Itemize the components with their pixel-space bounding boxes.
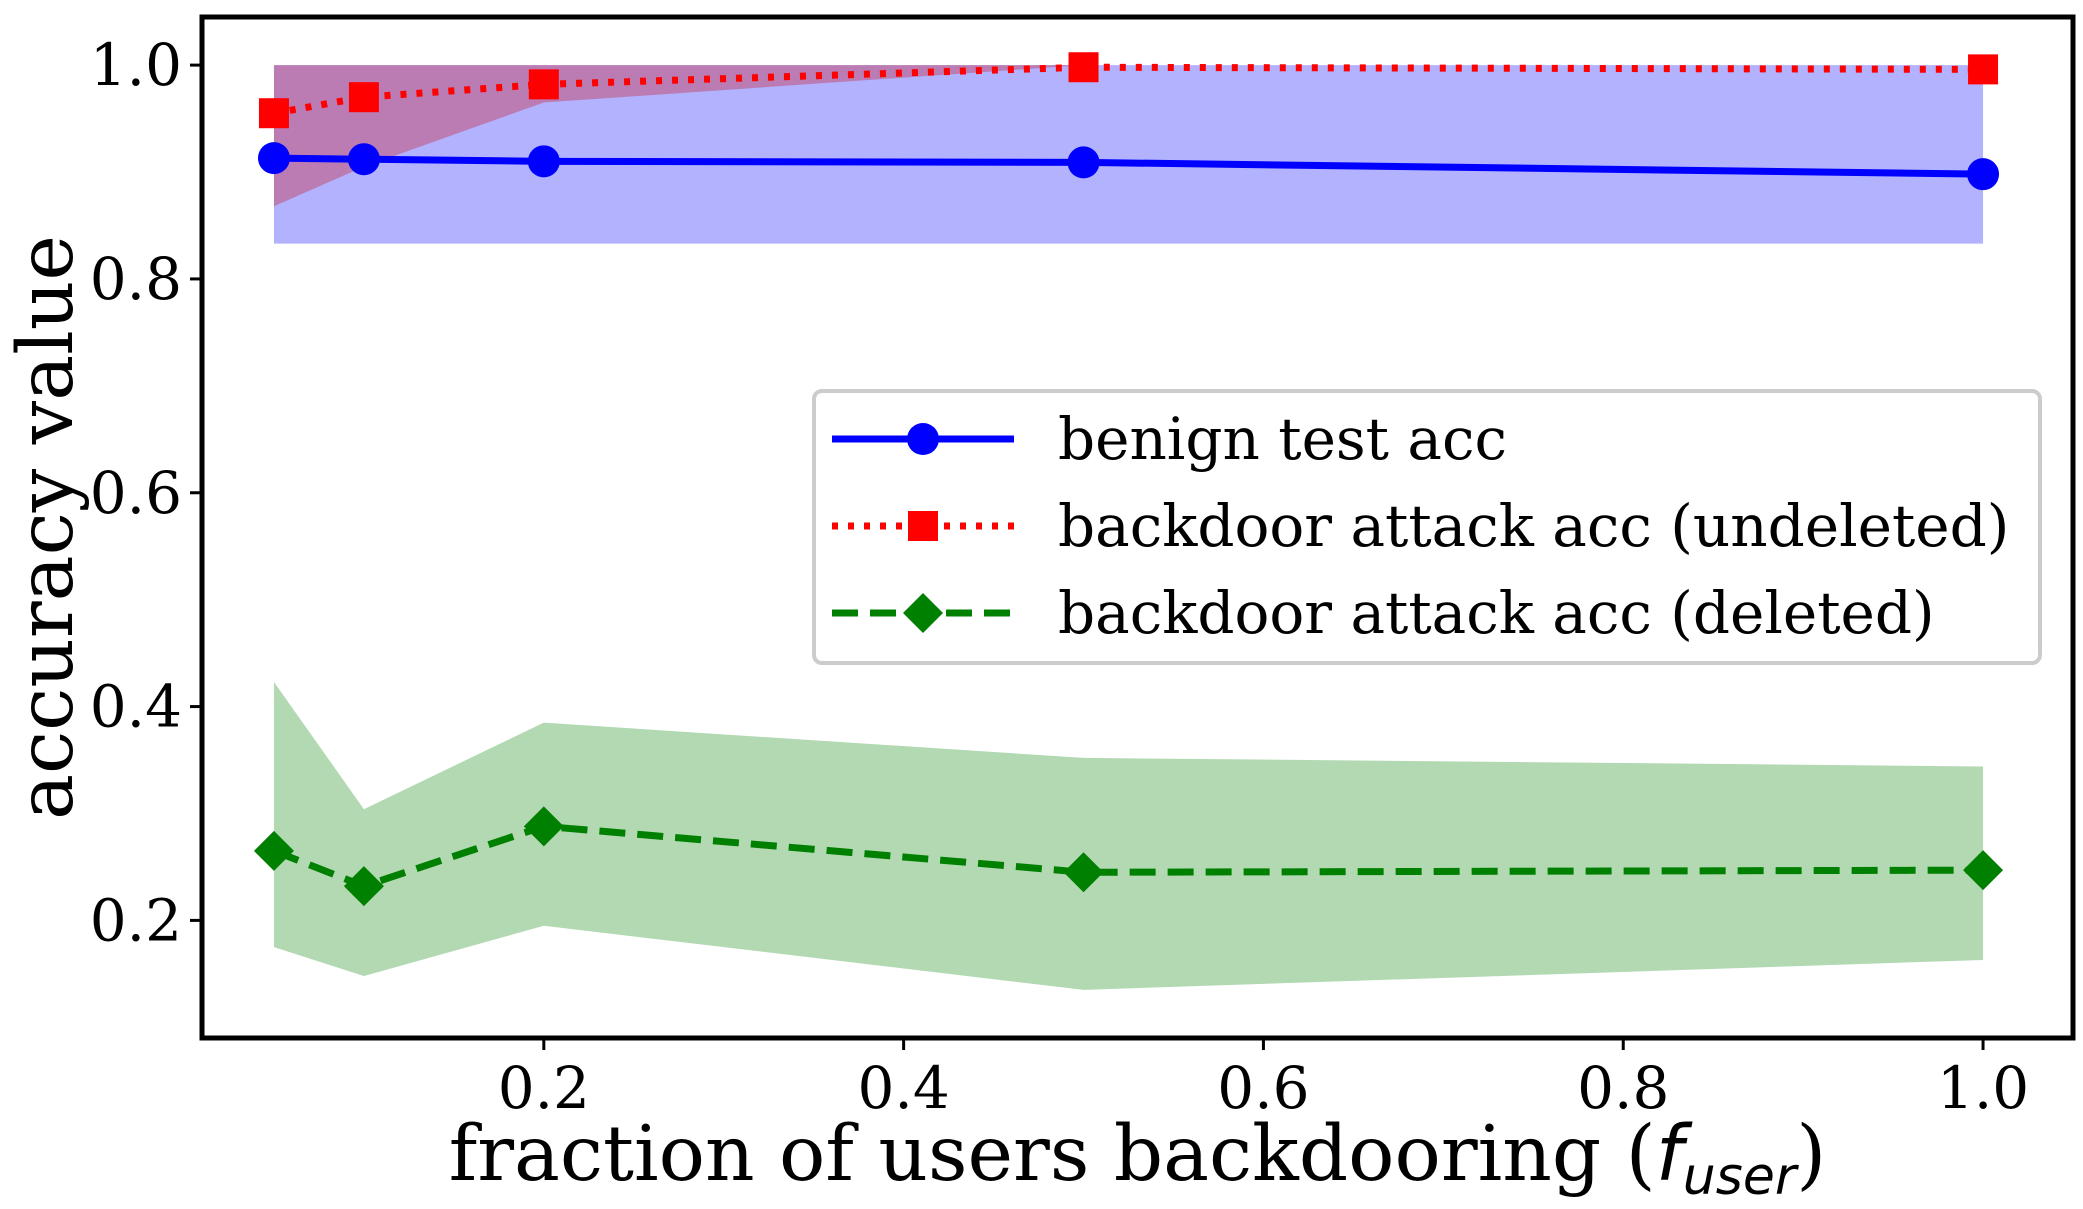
- legend-marker-2: [908, 511, 938, 541]
- x-axis-label-subscript: user: [1683, 1147, 1800, 1207]
- x-tick-label-2: 0.4: [858, 1054, 950, 1122]
- point-series-3-5: [1963, 850, 2004, 891]
- band-series-2: [273, 65, 1984, 207]
- band-series-1: [273, 65, 1984, 244]
- point-series-3-2: [343, 866, 384, 907]
- legend-label-3: backdoor attack acc (deleted): [1058, 579, 1935, 647]
- legend-marker-1: [907, 423, 939, 455]
- point-series-1-3: [527, 145, 560, 178]
- point-series-2-5: [1968, 54, 1999, 85]
- point-series-2-1: [258, 98, 289, 129]
- confidence-bands: [273, 65, 1984, 990]
- y-axis-label: accuracy value: [2, 235, 91, 820]
- point-series-1-4: [1067, 146, 1100, 179]
- y-tick-label-3: 0.6: [90, 459, 182, 527]
- plot-frame: [199, 14, 2076, 1041]
- legend-box: [812, 389, 2042, 665]
- y-tick-label-4: 0.8: [90, 245, 182, 313]
- point-series-3-1: [253, 830, 294, 871]
- x-axis-label: fraction of users backdooring (fuser): [449, 1110, 1827, 1207]
- band-series-3: [273, 681, 1984, 990]
- legend-label-2: backdoor attack acc (undeleted): [1058, 492, 2009, 560]
- point-series-1-5: [1967, 158, 2000, 191]
- x-tick-label-3: 0.6: [1217, 1054, 1309, 1122]
- legend-label-1: benign test acc: [1058, 405, 1507, 473]
- point-series-1-1: [257, 142, 290, 175]
- legend-marker-3: [903, 593, 943, 633]
- y-tick-label-5: 1.0: [90, 31, 182, 99]
- legend: benign test acc backdoor attack acc (unde…: [812, 389, 2042, 665]
- point-series-3-4: [1063, 852, 1104, 893]
- x-axis-label-close: ): [1796, 1110, 1826, 1199]
- point-series-2-2: [348, 82, 379, 113]
- y-tick-label-2: 0.4: [90, 673, 182, 741]
- point-series-2-4: [1068, 52, 1099, 83]
- y-tick-label-1: 0.2: [90, 886, 182, 954]
- x-tick-label-5: 1.0: [1937, 1054, 2029, 1122]
- series-markers: [253, 52, 2004, 907]
- point-series-1-2: [347, 143, 380, 176]
- x-tick-label-1: 0.2: [498, 1054, 590, 1122]
- x-axis-label-text: fraction of users backdooring (: [449, 1110, 1656, 1199]
- x-axis-ticks: 0.2 0.4 0.6 0.8 1.0: [498, 1038, 2029, 1122]
- point-series-2-3: [528, 69, 559, 100]
- x-tick-label-4: 0.8: [1577, 1054, 1669, 1122]
- point-series-3-3: [523, 806, 564, 847]
- y-axis-ticks: 0.2 0.4 0.6 0.8 1.0: [90, 31, 202, 954]
